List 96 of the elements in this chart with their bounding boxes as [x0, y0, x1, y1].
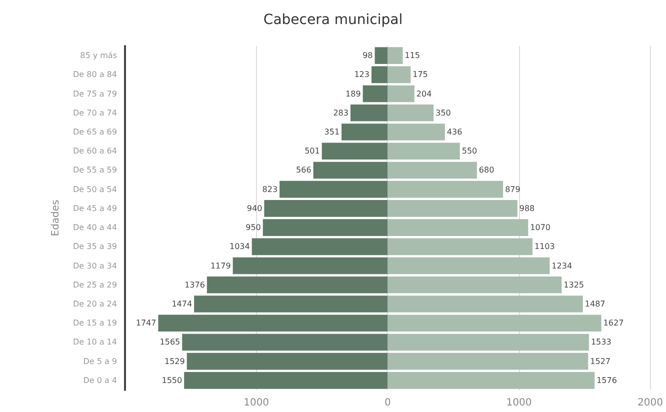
bar: [388, 352, 588, 370]
data-label: 175: [412, 70, 428, 80]
bar: [388, 372, 595, 389]
bar: [388, 334, 589, 351]
data-label: 950: [246, 223, 261, 232]
bar: [388, 276, 562, 294]
y-tick-label: De 30 a 34: [73, 261, 117, 270]
y-tick-label: De 65 a 69: [73, 128, 117, 136]
data-label: 1376: [184, 280, 205, 290]
bar: [388, 314, 602, 332]
bar: [374, 47, 388, 64]
bar: [388, 66, 411, 84]
y-tick-label: De 10 a 14: [73, 338, 117, 347]
bar: [206, 276, 388, 294]
bar: [232, 257, 388, 274]
y-tick-label: De 50 a 54: [73, 184, 117, 194]
bar: [262, 219, 388, 236]
bar: [184, 372, 388, 389]
data-label: 1529: [164, 356, 185, 366]
data-label: 940: [246, 204, 262, 213]
bar: [252, 238, 388, 256]
bar: [194, 296, 388, 312]
data-label: 680: [478, 166, 494, 175]
bar: [280, 180, 388, 198]
bar: [388, 142, 460, 160]
data-label: 1527: [590, 356, 611, 366]
data-label: 1474: [172, 300, 192, 308]
data-label: 1487: [584, 300, 606, 308]
data-label: 204: [416, 89, 432, 98]
data-label: 501: [304, 146, 320, 156]
x-tick-label: 1000: [244, 398, 270, 408]
bar: [388, 162, 477, 179]
bar: [388, 238, 532, 256]
bar: [158, 314, 388, 332]
data-label: 1550: [162, 376, 182, 385]
bar: [313, 162, 388, 179]
bar: [388, 85, 414, 102]
x-tick-label: 0: [384, 398, 391, 408]
data-label: 351: [324, 128, 340, 136]
y-axis-title: Edades: [50, 200, 62, 236]
y-tick-label: De 75 a 79: [73, 89, 117, 98]
data-label: 988: [519, 204, 535, 213]
data-label: 189: [346, 89, 361, 98]
bar: [182, 334, 388, 351]
bar: [388, 124, 445, 140]
y-tick-label: De 70 a 74: [73, 108, 117, 118]
y-tick-label: De 45 a 49: [73, 204, 117, 213]
y-tick-label: De 35 a 39: [73, 242, 117, 252]
data-label: 1103: [534, 242, 555, 252]
bar: [388, 296, 583, 312]
data-label: 1179: [210, 261, 231, 270]
bar: [388, 180, 504, 198]
data-label: 1533: [590, 338, 612, 347]
bar: [186, 352, 388, 370]
data-label: 1576: [596, 376, 617, 385]
data-label: 550: [462, 146, 478, 156]
data-label: 1234: [552, 261, 572, 270]
data-label: 1565: [160, 338, 180, 347]
y-tick-label: De 60 a 64: [73, 146, 117, 156]
data-label: 115: [404, 51, 420, 60]
y-tick-label: De 20 a 24: [73, 300, 117, 308]
y-tick-label: De 55 a 59: [73, 166, 117, 175]
data-label: 283: [333, 108, 348, 118]
data-label: 1325: [564, 280, 584, 290]
data-label: 1034: [229, 242, 250, 252]
data-label: 350: [436, 108, 451, 118]
y-tick-label: De 40 a 44: [73, 223, 117, 232]
data-label: 879: [505, 184, 520, 194]
y-tick-label: 85 y más: [80, 51, 117, 60]
x-tick-label: 2000: [638, 398, 663, 408]
y-tick-label: De 25 a 29: [73, 280, 117, 290]
data-label: 566: [296, 166, 312, 175]
y-tick-label: De 15 a 19: [73, 318, 117, 328]
bar: [388, 200, 518, 217]
bar: [388, 104, 434, 122]
data-label: 1627: [603, 318, 624, 328]
bar: [371, 66, 388, 84]
chart-title: Cabecera municipal: [263, 12, 403, 28]
y-tick-label: De 5 a 9: [83, 356, 117, 366]
data-label: 98: [362, 51, 373, 60]
y-tick-label: De 0 a 4: [83, 376, 117, 385]
data-label: 436: [446, 128, 462, 136]
bar: [342, 124, 388, 140]
bar: [350, 104, 388, 122]
data-label: 123: [354, 70, 370, 80]
y-tick-label: De 80 a 84: [73, 70, 117, 80]
bar: [322, 142, 388, 160]
data-label: 823: [262, 184, 278, 194]
bar: [388, 219, 528, 236]
bar: [388, 47, 403, 64]
bar: [264, 200, 388, 217]
data-label: 1747: [136, 318, 156, 328]
bar: [362, 85, 388, 102]
data-label: 1070: [530, 223, 551, 232]
x-tick-label: 1000: [506, 398, 532, 408]
bar: [388, 257, 550, 274]
